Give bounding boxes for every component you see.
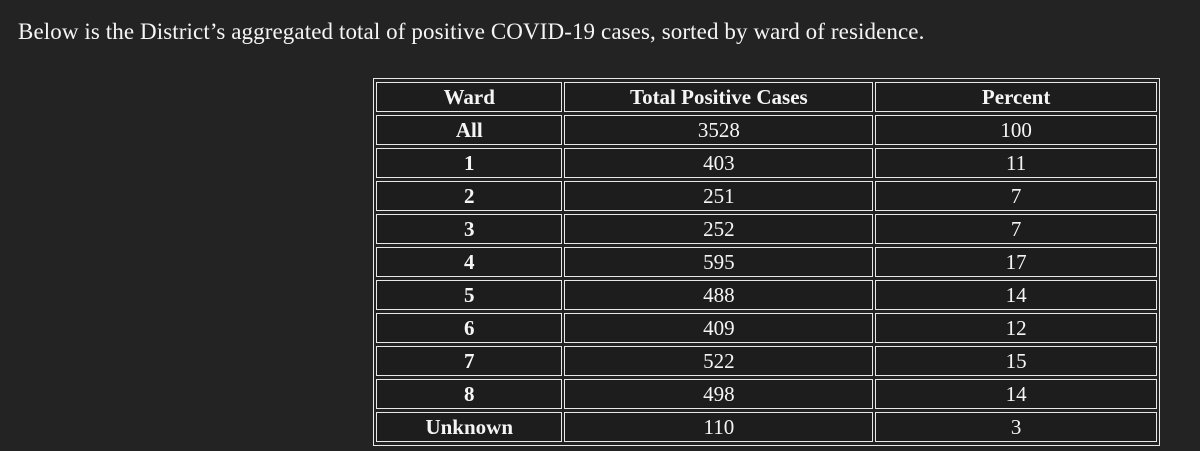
- percent-cell: 17: [875, 247, 1157, 277]
- cases-cell: 409: [564, 313, 874, 343]
- percent-cell: 7: [875, 214, 1157, 244]
- cases-cell: 488: [564, 280, 874, 310]
- ward-cell: 3: [376, 214, 563, 244]
- percent-cell: 3: [875, 412, 1157, 442]
- percent-cell: 100: [875, 115, 1157, 145]
- ward-cell: 7: [376, 346, 563, 376]
- table-row: 5 488 14: [376, 280, 1157, 310]
- table-row: All 3528 100: [376, 115, 1157, 145]
- ward-cell: 8: [376, 379, 563, 409]
- column-header-percent: Percent: [875, 82, 1157, 112]
- table-row: 8 498 14: [376, 379, 1157, 409]
- cases-cell: 498: [564, 379, 874, 409]
- column-header-ward: Ward: [376, 82, 563, 112]
- cases-cell: 252: [564, 214, 874, 244]
- table-row: 3 252 7: [376, 214, 1157, 244]
- table-row: 4 595 17: [376, 247, 1157, 277]
- ward-cell: Unknown: [376, 412, 563, 442]
- table-row: Unknown 110 3: [376, 412, 1157, 442]
- cases-cell: 595: [564, 247, 874, 277]
- cases-cell: 251: [564, 181, 874, 211]
- page-title: Below is the District’s aggregated total…: [18, 19, 925, 44]
- column-header-cases: Total Positive Cases: [564, 82, 874, 112]
- ward-cell: 4: [376, 247, 563, 277]
- percent-cell: 7: [875, 181, 1157, 211]
- ward-cell: 1: [376, 148, 563, 178]
- table-row: 6 409 12: [376, 313, 1157, 343]
- covid-cases-by-ward-table: Ward Total Positive Cases Percent All 35…: [373, 78, 1160, 446]
- table-header-row: Ward Total Positive Cases Percent: [376, 82, 1157, 112]
- table-row: 1 403 11: [376, 148, 1157, 178]
- ward-cell: 5: [376, 280, 563, 310]
- percent-cell: 14: [875, 379, 1157, 409]
- percent-cell: 12: [875, 313, 1157, 343]
- percent-cell: 15: [875, 346, 1157, 376]
- ward-cell: All: [376, 115, 563, 145]
- table-row: 7 522 15: [376, 346, 1157, 376]
- cases-cell: 522: [564, 346, 874, 376]
- table-row: 2 251 7: [376, 181, 1157, 211]
- cases-cell: 110: [564, 412, 874, 442]
- ward-cell: 6: [376, 313, 563, 343]
- percent-cell: 11: [875, 148, 1157, 178]
- cases-cell: 3528: [564, 115, 874, 145]
- ward-cell: 2: [376, 181, 563, 211]
- percent-cell: 14: [875, 280, 1157, 310]
- cases-cell: 403: [564, 148, 874, 178]
